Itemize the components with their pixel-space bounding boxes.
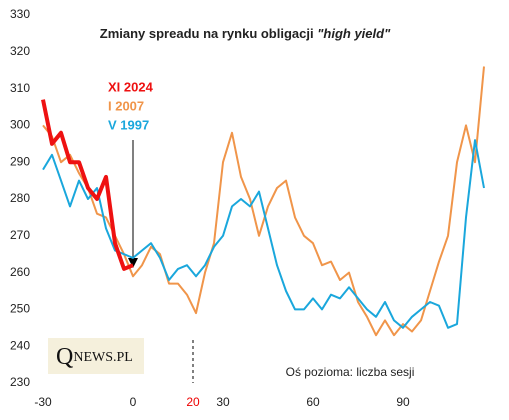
logo: QNEWS.PL [56,344,133,370]
legend-label: I 2007 [108,98,144,113]
y-tick-label: 320 [10,44,30,58]
y-tick-label: 310 [10,81,30,95]
series-line [42,139,485,329]
logo-rest: NEWS.PL [73,350,133,365]
y-tick-label: 250 [10,302,30,316]
x-tick-label: 90 [396,395,410,409]
series-line [42,66,485,337]
logo-box [48,338,144,374]
x-tick-label: 60 [306,395,320,409]
series-line [41,99,134,271]
logo-initial: Q [56,344,73,370]
x-tick-label: 30 [216,395,230,409]
y-tick-label: 240 [10,338,30,352]
x-tick-label: 0 [130,395,137,409]
y-tick-label: 260 [10,265,30,279]
title-main: Zmiany spreadu na rynku obligacji [100,26,314,41]
x-tick-label: -30 [34,395,52,409]
y-tick-label: 270 [10,228,30,242]
legend-label: V 1997 [108,117,149,132]
y-tick-label: 300 [10,118,30,132]
y-tick-label: 290 [10,154,30,168]
y-tick-label: 330 [10,7,30,21]
title-italic: "high yield" [317,26,391,41]
chart-title: Zmiany spreadu na rynku obligacji "high … [100,26,391,41]
axis-note: Oś pozioma: liczba sesji [286,365,415,379]
y-tick-label: 280 [10,191,30,205]
arrow-head [128,258,138,268]
x-tick-label: 20 [186,395,200,409]
y-tick-label: 230 [10,375,30,389]
legend-label: XI 2024 [108,79,154,94]
